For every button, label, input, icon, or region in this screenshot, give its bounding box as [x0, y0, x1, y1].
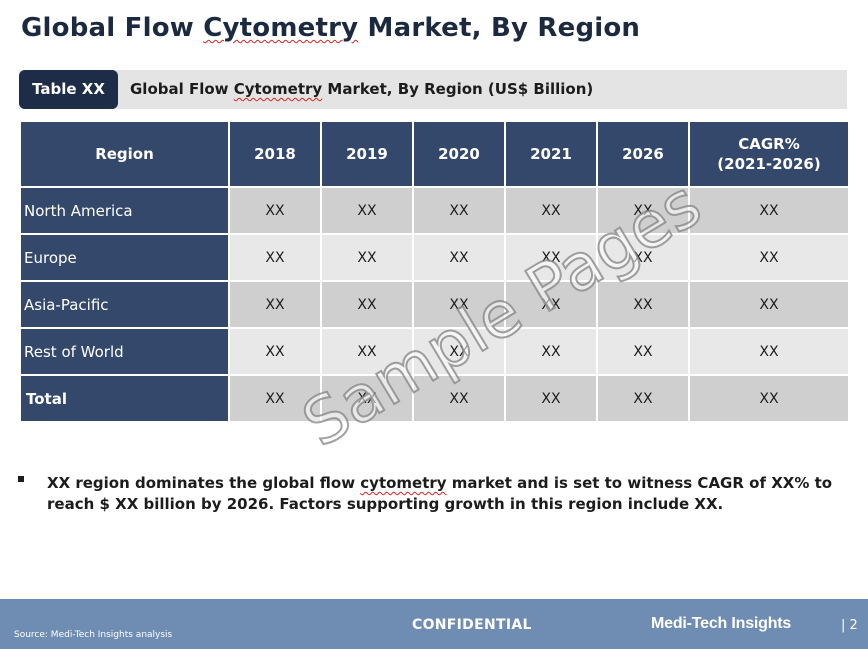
row-region-label: Europe	[19, 233, 230, 282]
header-2020: 2020	[412, 120, 506, 188]
insight-text-part-1: XX region dominates the global flow	[47, 474, 361, 492]
table-cell: XX	[320, 233, 414, 282]
header-2026: 2026	[596, 120, 690, 188]
table-cell: XX	[596, 374, 690, 423]
page-title-flagged-word: Cytometry	[203, 13, 359, 43]
page-title: Global Flow Cytometry Market, By Region	[21, 13, 640, 43]
table-row: Asia-Pacific XX XX XX XX XX XX	[19, 280, 850, 329]
table-cell: XX	[320, 186, 414, 235]
table-row-total: Total XX XX XX XX XX XX	[19, 374, 850, 423]
header-cagr-line-2: (2021-2026)	[717, 155, 821, 173]
table-cell: XX	[504, 327, 598, 376]
insight-flagged-word: cytometry	[360, 474, 447, 492]
table-cell: XX	[504, 374, 598, 423]
table-cell: XX	[688, 327, 850, 376]
row-region-label: Asia-Pacific	[19, 280, 230, 329]
table-cell: XX	[228, 186, 322, 235]
insight-bullet: XX region dominates the global flow cyto…	[18, 473, 838, 515]
table-cell: XX	[412, 327, 506, 376]
table-cell: XX	[412, 280, 506, 329]
table-cell: XX	[320, 280, 414, 329]
row-region-label: Total	[19, 374, 230, 423]
header-cagr-line-1: CAGR%	[738, 135, 800, 153]
header-region: Region	[19, 120, 230, 188]
table-cell: XX	[504, 186, 598, 235]
table-cell: XX	[596, 186, 690, 235]
table-row: North America XX XX XX XX XX XX	[19, 186, 850, 235]
insight-text: XX region dominates the global flow cyto…	[47, 473, 838, 515]
table-caption-flagged-word: Cytometry	[233, 80, 323, 98]
table-caption-part-2: Market, By Region (US$ Billion)	[322, 80, 594, 98]
confidential-label: CONFIDENTIAL	[412, 617, 532, 633]
header-cagr: CAGR% (2021-2026)	[688, 120, 850, 188]
table-cell: XX	[320, 374, 414, 423]
table-cell: XX	[596, 327, 690, 376]
table-cell: XX	[320, 327, 414, 376]
table-cell: XX	[504, 280, 598, 329]
table-cell: XX	[596, 280, 690, 329]
table-cell: XX	[228, 280, 322, 329]
table-cell: XX	[412, 374, 506, 423]
table-cell: XX	[688, 186, 850, 235]
table-cell: XX	[228, 327, 322, 376]
header-2021: 2021	[504, 120, 598, 188]
table-cell: XX	[504, 233, 598, 282]
table-row: Rest of World XX XX XX XX XX XX	[19, 327, 850, 376]
table-caption-bar: Table XX Global Flow Cytometry Market, B…	[19, 70, 847, 109]
table-cell: XX	[688, 233, 850, 282]
table-caption-part-1: Global Flow	[130, 80, 234, 98]
table-caption: Global Flow Cytometry Market, By Region …	[130, 70, 593, 109]
bullet-square-icon	[18, 476, 24, 482]
page-title-part-2: Market, By Region	[358, 13, 641, 43]
table-cell: XX	[228, 233, 322, 282]
region-market-table: Region 2018 2019 2020 2021 2026 CAGR% (20…	[19, 120, 850, 423]
table-cell: XX	[688, 280, 850, 329]
table-cell: XX	[412, 186, 506, 235]
source-note: Source: Medi-Tech Insights analysis	[14, 630, 173, 640]
table-number-tag: Table XX	[19, 70, 118, 109]
page-number: | 2	[841, 618, 858, 633]
table-header-row: Region 2018 2019 2020 2021 2026 CAGR% (20…	[19, 120, 850, 188]
row-region-label: Rest of World	[19, 327, 230, 376]
row-region-label: North America	[19, 186, 230, 235]
header-2019: 2019	[320, 120, 414, 188]
table-cell: XX	[228, 374, 322, 423]
table-cell: XX	[412, 233, 506, 282]
footer-bar: Source: Medi-Tech Insights analysis CONF…	[0, 599, 868, 649]
insight-text-part-2: market and is set to witness CAGR of XX%…	[47, 474, 833, 513]
brand-logo: Medi-Tech Insights	[651, 615, 792, 632]
table-cell: XX	[596, 233, 690, 282]
page-title-part-1: Global Flow	[21, 13, 204, 43]
table-cell: XX	[688, 374, 850, 423]
table-row: Europe XX XX XX XX XX XX	[19, 233, 850, 282]
header-2018: 2018	[228, 120, 322, 188]
